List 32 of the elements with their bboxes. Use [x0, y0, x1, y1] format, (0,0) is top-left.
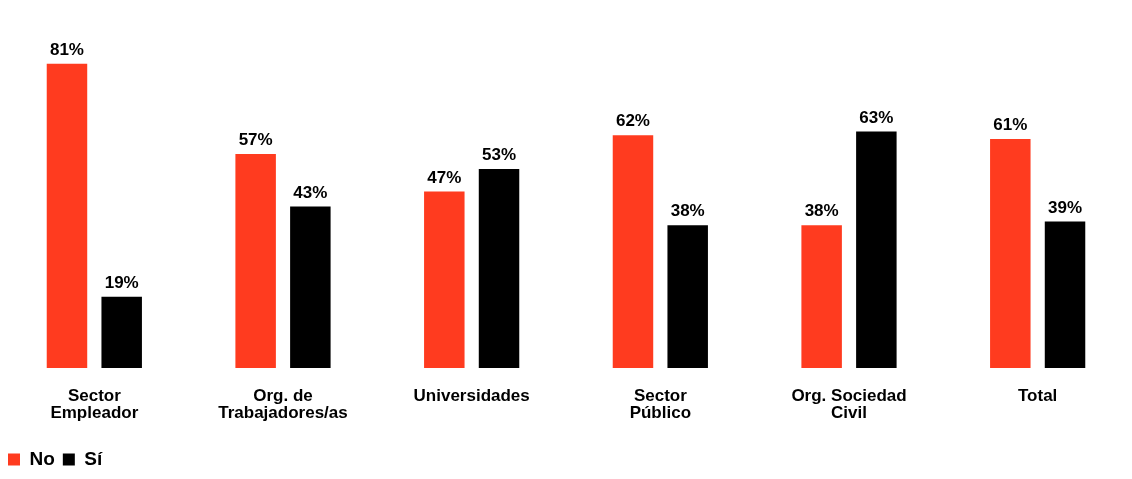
legend-label: No — [29, 447, 55, 469]
bar — [424, 191, 465, 368]
bar — [612, 135, 654, 368]
data-label: 63% — [859, 107, 894, 127]
bar — [290, 206, 331, 368]
bar — [235, 153, 276, 368]
data-label: 61% — [993, 115, 1028, 135]
data-label: 43% — [293, 182, 328, 202]
x-tick-label: Org. Sociedad Civil — [791, 386, 907, 423]
x-tick-label: Universidades — [413, 386, 530, 406]
x-tick-label: Total — [1017, 386, 1058, 406]
data-label: 19% — [104, 272, 139, 292]
data-label: 81% — [49, 39, 84, 59]
data-label: 62% — [615, 111, 650, 131]
legend-label: Sí — [84, 447, 103, 469]
data-label: 38% — [670, 201, 705, 221]
bar — [667, 225, 708, 368]
x-tick-label: Org. de Trabajadores/as — [218, 386, 348, 423]
bar — [990, 138, 1031, 368]
bar — [801, 225, 842, 368]
data-label: 39% — [1048, 197, 1083, 217]
bar — [1044, 221, 1086, 368]
bar — [101, 296, 142, 368]
data-label: 38% — [804, 201, 839, 221]
data-label: 53% — [482, 145, 517, 165]
bar — [856, 131, 897, 368]
data-label: 57% — [238, 130, 273, 150]
data-label: 47% — [427, 167, 462, 187]
bar — [478, 168, 520, 368]
bar — [46, 63, 88, 368]
x-tick-label: Sector Empleador — [50, 386, 139, 423]
x-tick-label: Sector Público — [629, 386, 692, 423]
